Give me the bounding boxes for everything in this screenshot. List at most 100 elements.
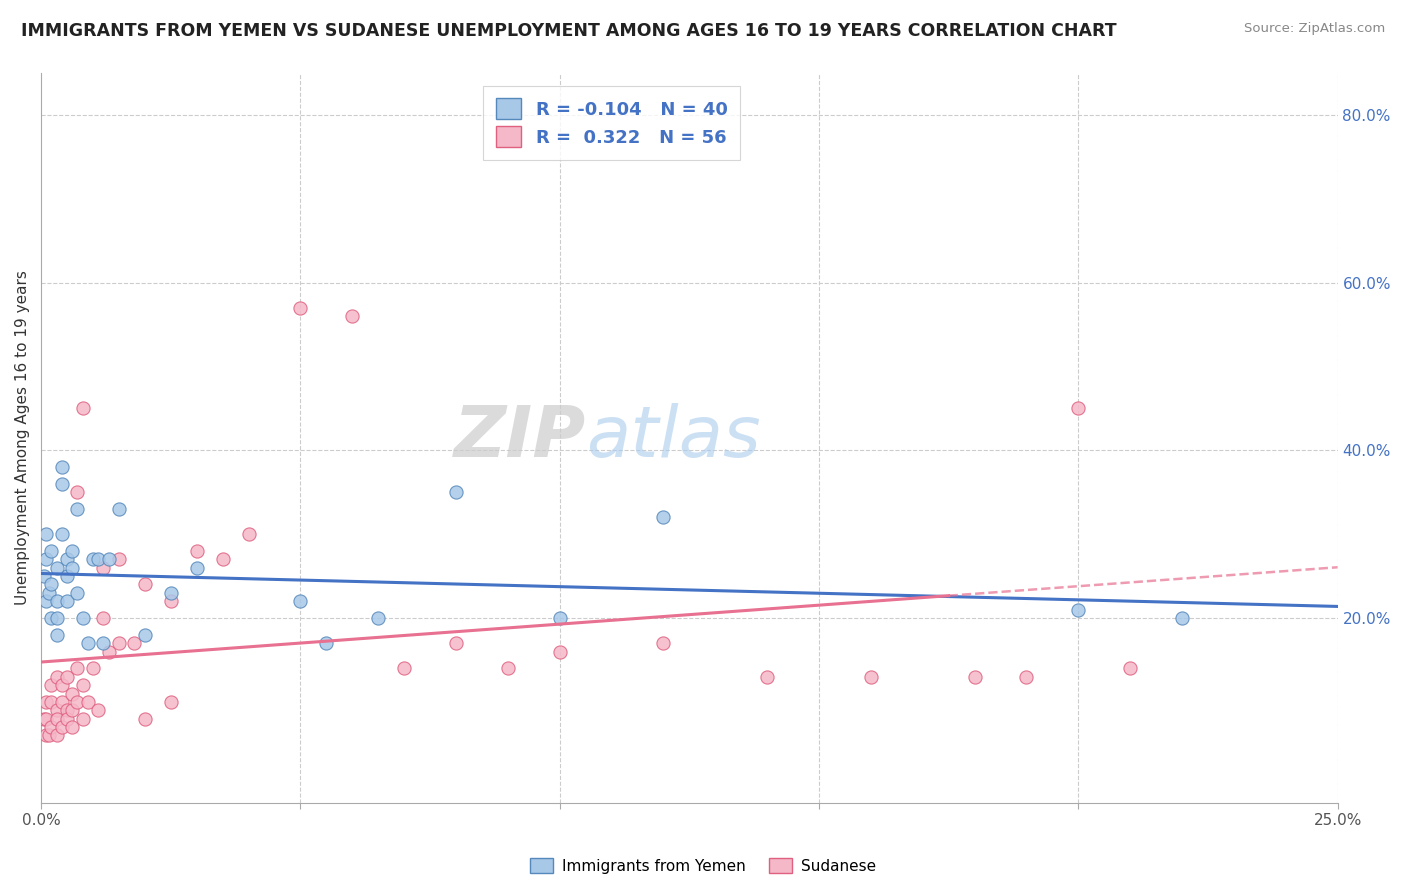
Point [35,712,58,726]
Point [186,544,208,558]
Point [45,728,67,742]
Point [38,586,60,600]
Point [652,510,675,524]
Point [93,611,115,625]
Point [45,712,67,726]
Point [35,552,58,566]
Point [45,560,67,574]
Point [72,611,94,625]
Point [392,661,415,675]
Point [56,670,79,684]
Point [41,577,63,591]
Point [60,703,83,717]
Point [35,728,58,742]
Point [159,594,181,608]
Point [35,594,58,608]
Point [652,636,675,650]
Text: atlas: atlas [586,403,761,472]
Point [108,552,131,566]
Point [1119,661,1142,675]
Point [367,611,389,625]
Point [87,552,110,566]
Point [97,644,120,658]
Text: ZIP: ZIP [453,403,586,472]
Point [444,636,467,650]
Point [134,712,156,726]
Point [87,703,110,717]
Point [93,636,115,650]
Point [41,544,63,558]
Point [93,560,115,574]
Point [51,476,73,491]
Point [548,611,571,625]
Point [496,661,519,675]
Text: IMMIGRANTS FROM YEMEN VS SUDANESE UNEMPLOYMENT AMONG AGES 16 TO 19 YEARS CORRELA: IMMIGRANTS FROM YEMEN VS SUDANESE UNEMPL… [21,22,1116,40]
Point [1015,670,1038,684]
Point [124,636,146,650]
Point [35,695,58,709]
Point [76,636,98,650]
Point [32,712,55,726]
Point [82,552,104,566]
Point [290,301,312,315]
Point [159,695,181,709]
Point [82,661,104,675]
Point [76,695,98,709]
Point [756,670,779,684]
Point [35,527,58,541]
Point [66,661,89,675]
Point [60,686,83,700]
Point [72,401,94,416]
Point [41,720,63,734]
Point [60,544,83,558]
Point [56,703,79,717]
Point [66,485,89,500]
Point [41,611,63,625]
Point [60,560,83,574]
Point [211,552,233,566]
Point [290,594,312,608]
Point [56,569,79,583]
Point [66,502,89,516]
Point [1067,401,1090,416]
Point [108,636,131,650]
Point [45,628,67,642]
Point [32,569,55,583]
Point [56,594,79,608]
Point [41,695,63,709]
Point [134,628,156,642]
Y-axis label: Unemployment Among Ages 16 to 19 years: Unemployment Among Ages 16 to 19 years [15,270,30,605]
Point [45,611,67,625]
Point [963,670,986,684]
Text: Source: ZipAtlas.com: Source: ZipAtlas.com [1244,22,1385,36]
Point [45,594,67,608]
Point [108,502,131,516]
Point [238,527,260,541]
Point [1067,602,1090,616]
Point [66,695,89,709]
Point [159,586,181,600]
Legend: Immigrants from Yemen, Sudanese: Immigrants from Yemen, Sudanese [524,852,882,880]
Point [859,670,882,684]
Point [38,728,60,742]
Point [45,703,67,717]
Point [51,460,73,475]
Point [60,720,83,734]
Point [134,577,156,591]
Point [41,678,63,692]
Point [45,670,67,684]
Point [66,586,89,600]
Point [51,678,73,692]
Point [444,485,467,500]
Point [97,552,120,566]
Point [51,720,73,734]
Point [51,695,73,709]
Point [72,678,94,692]
Point [51,527,73,541]
Point [186,560,208,574]
Point [72,712,94,726]
Point [56,712,79,726]
Point [1171,611,1194,625]
Legend: R = -0.104   N = 40, R =  0.322   N = 56: R = -0.104 N = 40, R = 0.322 N = 56 [484,86,740,160]
Point [315,636,337,650]
